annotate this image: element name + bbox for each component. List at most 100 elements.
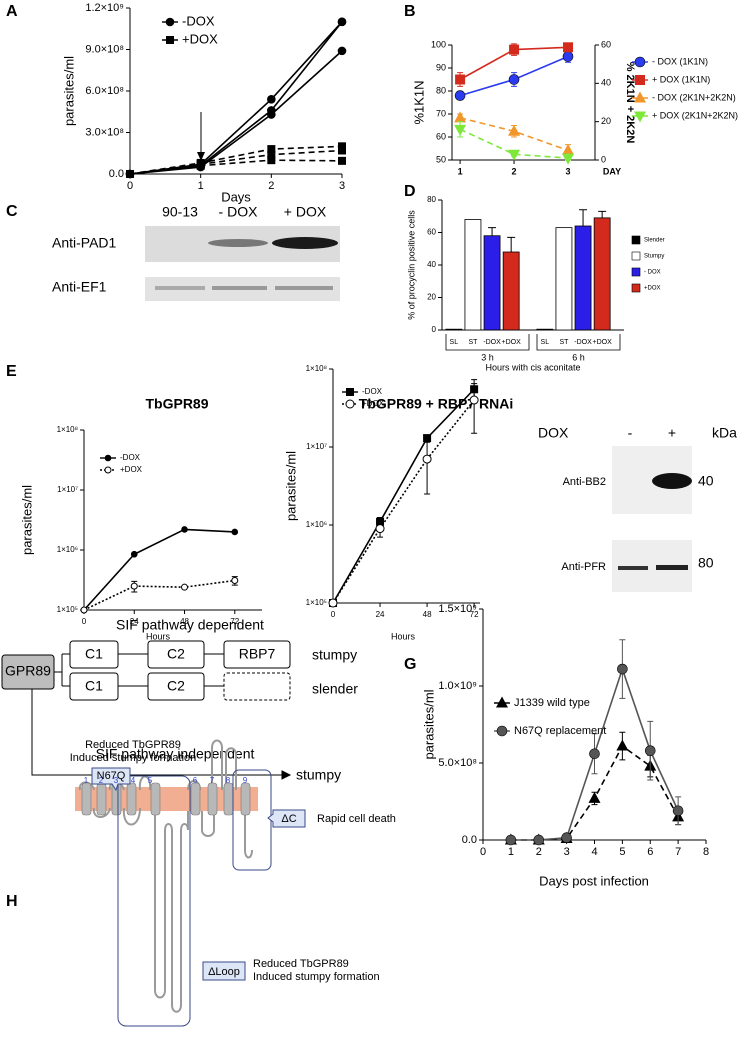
x-tick-label: 3: [566, 166, 571, 176]
group-bracket: [536, 334, 621, 351]
legend-swatch: [631, 267, 641, 277]
marker: [496, 725, 508, 737]
error-bar: [488, 227, 497, 236]
marker: [267, 110, 276, 119]
marker: [644, 745, 656, 756]
panel-label: E: [6, 363, 17, 380]
x-tick-label: 2: [536, 846, 542, 858]
marker: [635, 75, 645, 85]
y-tick-label: 1×10⁵: [306, 598, 327, 607]
pathway-label: SIF pathway independent: [96, 746, 255, 762]
line: [129, 50, 343, 175]
y-tick-label: 1×10⁶: [57, 545, 78, 554]
line: [83, 579, 235, 611]
helix-label: 4: [131, 776, 136, 785]
y-tick-label: 40: [601, 78, 611, 88]
x-tick-label: 1: [198, 180, 204, 192]
x-tick-label: 2: [512, 166, 517, 176]
marker: [104, 466, 112, 474]
x-tick-label: 7: [675, 846, 681, 858]
line: [459, 128, 569, 159]
panel-label: G: [404, 656, 416, 673]
line: [129, 21, 343, 175]
y-tick-label: 100: [431, 39, 446, 49]
legend-label: + DOX (2K1N+2K2N): [652, 110, 738, 120]
x-tick-label: 2: [268, 180, 274, 192]
x-tick-label: 72: [470, 610, 479, 619]
marker: [454, 111, 467, 123]
legend-label: N67Q replacement: [514, 725, 606, 737]
marker: [588, 791, 601, 803]
group-label: 6 h: [572, 352, 585, 362]
marker: [616, 739, 629, 751]
y-tick-label: 1.0×10⁹: [438, 680, 477, 692]
y-tick-label: 80: [427, 195, 436, 204]
marker: [469, 395, 479, 405]
y-tick-label: 1×10⁵: [57, 605, 78, 614]
legend-label: Stumpy: [644, 254, 664, 260]
x-tick-label: 4: [591, 846, 597, 858]
marker: [337, 46, 347, 56]
topology-diagram: [75, 739, 306, 1027]
legend-label: J1339 wild type: [514, 697, 590, 709]
helix-label: 9: [243, 776, 248, 785]
pathway-diagram: [1, 640, 292, 780]
legend-label: - DOX (2K1N+2K2N): [652, 92, 736, 102]
marker: [196, 161, 205, 170]
marker: [589, 748, 600, 760]
y-tick-label: 3.0×10⁸: [85, 126, 124, 138]
marker: [338, 156, 346, 165]
marker: [267, 95, 276, 104]
x-tick-label: 1: [458, 166, 463, 176]
x-tick-label: 6: [647, 846, 653, 858]
marker: [508, 124, 521, 136]
x-tick-label: 8: [703, 846, 709, 858]
marker: [130, 550, 138, 558]
error-bar: [598, 210, 607, 218]
y-tick-label: 0.0: [462, 834, 477, 846]
y-tick-label: 90: [436, 62, 446, 72]
x-tick-label: 1: [508, 846, 514, 858]
marker: [181, 583, 189, 591]
marker: [165, 17, 175, 27]
x-tick-label: -DOX: [574, 339, 592, 346]
marker: [561, 832, 572, 843]
y-tick-label: 1×10⁶: [306, 520, 327, 529]
x-axis-label: DAY: [603, 166, 621, 176]
helix-label: 5: [148, 776, 153, 785]
y-tick-label: 1×10⁸: [57, 425, 78, 434]
lane-label: 90-13: [162, 204, 198, 220]
panel-label: C: [6, 203, 18, 220]
y-tick-label: 1×10⁷: [306, 442, 327, 451]
marker: [338, 142, 346, 151]
legend-label: - DOX: [644, 270, 661, 276]
treatment-label: DOX: [538, 425, 569, 441]
antibody-label: Anti-BB2: [563, 476, 606, 488]
y-tick-label: 60: [436, 131, 446, 141]
line: [83, 528, 235, 611]
effect-label: Reduced TbGPR89: [85, 739, 181, 751]
y-tick-label: 1.5×10⁹: [438, 603, 477, 615]
marker: [346, 388, 354, 396]
line: [332, 399, 475, 604]
y-tick-label: 1.2×10⁹: [85, 2, 124, 14]
marker: [563, 42, 574, 53]
helix-label: 3: [114, 776, 119, 785]
marker: [505, 834, 517, 846]
marker: [454, 90, 466, 101]
panel-label: H: [6, 893, 18, 910]
x-tick-label: +DOX: [593, 339, 613, 346]
marker: [231, 528, 239, 536]
group-bracket: [445, 334, 530, 351]
x-tick-label: SL: [541, 339, 550, 346]
x-tick-label: ST: [468, 339, 478, 346]
helix-label: 7: [210, 776, 215, 785]
x-tick-label: 72: [230, 617, 239, 626]
x-tick-label: 5: [619, 846, 625, 858]
effect-label: Induced stumpy formation: [253, 971, 380, 983]
x-axis-label: Hours with cis aconitate: [485, 362, 580, 372]
marker: [509, 44, 520, 55]
marker: [328, 598, 338, 608]
